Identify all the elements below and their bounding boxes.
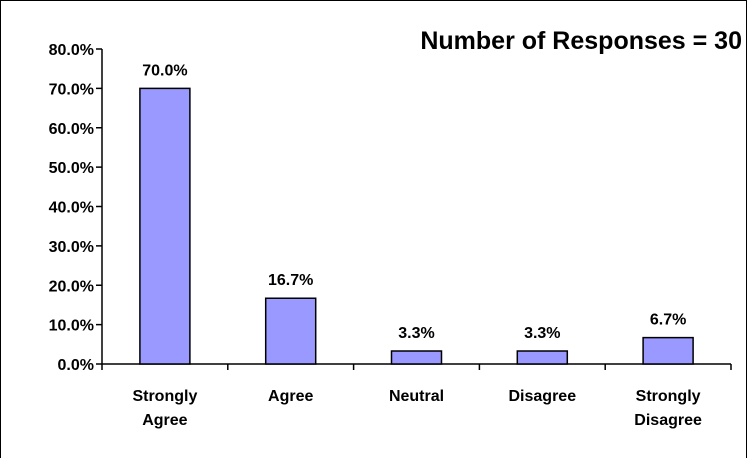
y-axis: 0.0% 10.0% 20.0% 30.0% 40.0% 50.0% 60.0% 70.0% 8… <box>49 42 103 374</box>
x-tick-label: Strongly <box>636 388 701 405</box>
bar <box>390 350 443 365</box>
data-label: 3.3% <box>398 325 434 342</box>
data-label: 3.3% <box>524 325 560 342</box>
x-tick-label: Agree <box>268 388 313 405</box>
x-tick-label: Agree <box>142 412 187 429</box>
chart-title: Number of Responses = 30 <box>420 27 742 55</box>
x-tick-label: Disagree <box>509 388 577 405</box>
y-tick-label: 10.0% <box>49 318 94 335</box>
data-labels: 70.0% 16.7% 3.3% 3.3% 6.7% <box>142 62 686 342</box>
y-tick-label: 0.0% <box>58 357 94 374</box>
y-tick-label: 20.0% <box>49 278 94 295</box>
bar <box>516 350 569 365</box>
x-tick-labels: Strongly Agree Agree Neutral Disagree Strongl… <box>132 388 702 429</box>
x-tick-label: Neutral <box>389 388 444 405</box>
x-tick-label: Disagree <box>634 412 702 429</box>
bars <box>139 87 694 365</box>
y-tick-label: 30.0% <box>49 239 94 256</box>
y-tick-label: 70.0% <box>49 81 94 98</box>
y-tick-label: 80.0% <box>49 42 94 59</box>
data-label: 16.7% <box>268 272 313 289</box>
y-tick-label: 50.0% <box>49 160 94 177</box>
bar <box>642 336 694 365</box>
bar <box>264 297 317 365</box>
y-tick-label: 40.0% <box>49 200 94 217</box>
data-label: 70.0% <box>142 62 187 79</box>
y-tick-label: 60.0% <box>49 121 94 138</box>
bar <box>139 87 191 365</box>
data-label: 6.7% <box>650 312 686 329</box>
x-tick-label: Strongly <box>132 388 197 405</box>
